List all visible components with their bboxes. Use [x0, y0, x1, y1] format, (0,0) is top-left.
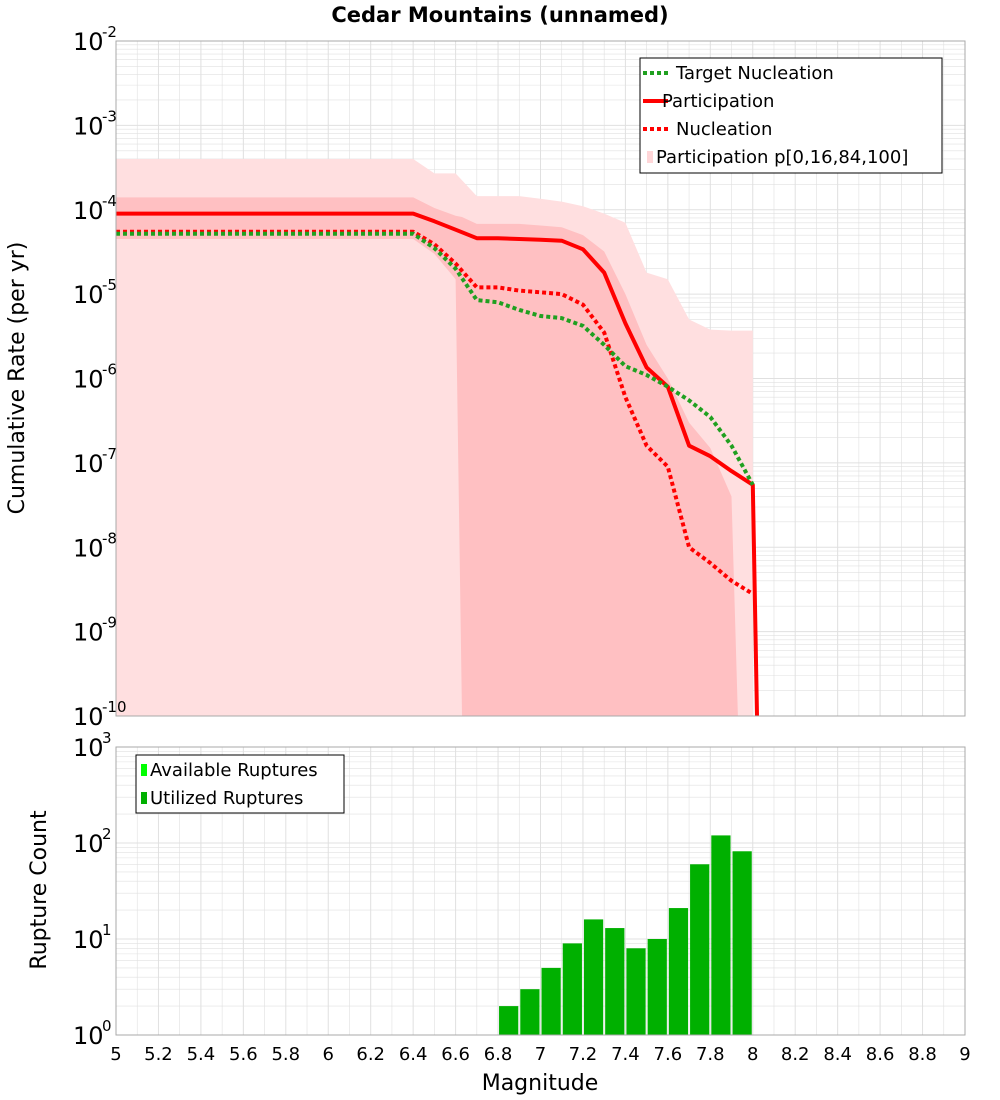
x-tick-label: 5.8 [271, 1044, 300, 1065]
top-y-tick-exponent: -4 [102, 192, 117, 210]
rupture-bar [711, 835, 731, 1035]
top-plot-frame [115, 40, 966, 717]
x-tick-label: 5.2 [144, 1044, 173, 1065]
x-tick-label: 6.4 [399, 1044, 428, 1065]
rupture-bar [732, 851, 752, 1035]
x-tick-label: 8.4 [823, 1044, 852, 1065]
rupture-bar [668, 908, 689, 1035]
top-legend: Target Nucleation Participation Nucleation… [639, 57, 943, 174]
top-y-tick-label: 10 [73, 28, 104, 56]
x-tick-label: 6.6 [441, 1044, 470, 1065]
rupture-bar [647, 939, 667, 1035]
bottom-legend-box [135, 754, 345, 814]
legend-label: Utilized Ruptures [150, 788, 303, 809]
rupture-bar [541, 967, 561, 1035]
top-y-tick-label: 10 [73, 534, 104, 562]
top-y-tick-label: 10 [73, 281, 104, 309]
bottom-legend: Available Ruptures Utilized Ruptures [135, 754, 345, 814]
x-tick-label: 6.2 [356, 1044, 385, 1065]
participation-line [116, 211, 759, 717]
rupture-bar [626, 948, 646, 1035]
bottom-y-tick-exponent: 1 [102, 921, 112, 939]
x-tick-label: 6 [323, 1044, 334, 1065]
rate-plot: 10-1010-910-810-710-610-510-410-310-2Tar… [73, 23, 966, 731]
top-y-axis-label: Cumulative Rate (per yr) [5, 242, 30, 515]
top-y-tick-exponent: -10 [102, 698, 127, 716]
top-y-tick-exponent: -2 [102, 23, 117, 41]
bottom-y-tick-label: 10 [73, 926, 104, 954]
x-tick-label: 8.2 [781, 1044, 810, 1065]
x-tick-label: 8.8 [908, 1044, 937, 1065]
x-tick-label: 5.4 [187, 1044, 216, 1065]
x-tick-label: 5.6 [229, 1044, 258, 1065]
legend-label: Nucleation [676, 119, 772, 140]
bottom-y-tick-label: 10 [73, 830, 104, 858]
bottom-y-axis-label: Rupture Count [27, 810, 52, 970]
legend-swatch-bar [141, 792, 147, 804]
bottom-y-tick-label: 10 [73, 734, 104, 762]
x-axis-label: Magnitude [482, 1071, 599, 1096]
bottom-y-tick-exponent: 3 [102, 729, 112, 747]
bottom-plot-frame [115, 746, 966, 1036]
top-y-tick-label: 10 [73, 112, 104, 140]
legend-label: Participation p[0,16,84,100] [656, 147, 908, 168]
rupture-bar [690, 864, 710, 1035]
chart-title: Cedar Mountains (unnamed) [331, 3, 668, 27]
top-y-tick-label: 10 [73, 450, 104, 478]
legend-label: Available Ruptures [150, 760, 318, 781]
top-y-tick-exponent: -9 [102, 614, 117, 632]
x-tick-label: 8 [747, 1044, 758, 1065]
legend-swatch-band [647, 151, 653, 163]
nucleation-line [116, 229, 754, 596]
top-y-tick-exponent: -7 [102, 445, 117, 463]
top-y-tick-exponent: -8 [102, 529, 117, 547]
rupture-bar [605, 928, 625, 1035]
legend-swatch-bar [141, 764, 147, 776]
x-tick-label: 7.2 [569, 1044, 598, 1065]
legend-label: Participation [662, 91, 774, 112]
x-tick-label: 5 [110, 1044, 121, 1065]
top-y-tick-exponent: -3 [102, 107, 117, 125]
x-tick-label: 6.8 [484, 1044, 513, 1065]
x-tick-label: 7.8 [696, 1044, 725, 1065]
bottom-y-tick-exponent: 0 [102, 1017, 112, 1035]
x-tick-label: 8.6 [866, 1044, 895, 1065]
top-y-tick-label: 10 [73, 703, 104, 731]
rupture-bar [499, 1006, 519, 1035]
top-legend-box [639, 57, 943, 174]
top-y-tick-exponent: -5 [102, 276, 117, 294]
top-y-tick-label: 10 [73, 366, 104, 394]
bottom-y-tick-exponent: 2 [102, 825, 112, 843]
x-tick-label: 7.6 [654, 1044, 683, 1065]
x-tick-label: 7.4 [611, 1044, 640, 1065]
rupture-bar [520, 989, 540, 1035]
rupture-bar [562, 943, 582, 1035]
x-tick-label: 9 [959, 1044, 970, 1065]
top-y-tick-label: 10 [73, 619, 104, 647]
top-y-tick-exponent: -6 [102, 361, 117, 379]
legend-label: Target Nucleation [675, 63, 834, 84]
x-tick-label: 7 [535, 1044, 546, 1065]
rupture-bar [583, 919, 604, 1035]
bottom-y-tick-label: 10 [73, 1022, 104, 1050]
top-y-tick-label: 10 [73, 197, 104, 225]
